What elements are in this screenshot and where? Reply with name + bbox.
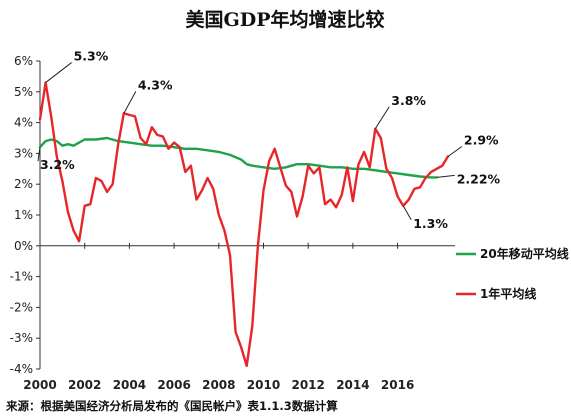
annotation-label: 1.3% xyxy=(413,216,448,231)
legend: 20年移动平均线 1年平均线 xyxy=(456,246,569,301)
y-tick-label: 2% xyxy=(14,177,33,191)
annotation-layer: 5.3% 4.3% 3.2% 3.8% 2.9% 2.22% 1.3% xyxy=(37,49,501,231)
x-tick-label: 2000 xyxy=(23,378,56,392)
series-line-moving-average-20y xyxy=(38,136,438,179)
annotation-label: 5.3% xyxy=(74,49,109,64)
y-tick-label: -2% xyxy=(10,300,33,314)
annotation-leader xyxy=(436,174,455,178)
x-tick-label: 2008 xyxy=(202,378,235,392)
x-tick-label: 2004 xyxy=(113,378,146,392)
series-layer xyxy=(38,81,450,368)
y-tick-label: -3% xyxy=(10,331,33,345)
x-tick-label: 2002 xyxy=(68,378,101,392)
source-note: 来源：根据美国经济分析局发布的《国民帐户》表1.1.3数据计算 xyxy=(5,399,338,413)
y-tick-label: 4% xyxy=(14,116,33,130)
x-tick-label: 2012 xyxy=(291,378,324,392)
annotation-label: 4.3% xyxy=(138,77,173,92)
legend-label: 1年平均线 xyxy=(480,286,536,301)
legend-label: 20年移动平均线 xyxy=(480,246,569,261)
y-tick-label: 1% xyxy=(14,208,33,222)
axes: 6% 5% 4% 3% 2% 1% 0% -1% -2% -3% -4% 2000 2002 2004 20… xyxy=(10,54,455,392)
x-tick-label: 2014 xyxy=(336,378,369,392)
y-tick-label: -1% xyxy=(10,270,33,284)
annotation-leader xyxy=(374,106,390,130)
annotation-leader xyxy=(37,147,41,162)
annotation-label: 3.2% xyxy=(40,157,75,172)
annotation-leader xyxy=(45,62,72,83)
y-tick-label: 5% xyxy=(14,85,33,99)
x-tick-label: 2010 xyxy=(247,378,280,392)
annotation-label: 2.9% xyxy=(464,132,499,147)
annotation-leader xyxy=(402,205,412,221)
y-tick-label: 6% xyxy=(14,54,33,68)
x-tick-label: 2016 xyxy=(381,378,414,392)
annotation-leader xyxy=(123,91,137,114)
y-tick-label: 0% xyxy=(14,239,33,253)
series-line-annual-average-1y xyxy=(38,81,450,368)
y-tick-label: 3% xyxy=(14,146,33,160)
annotation-label: 2.22% xyxy=(457,171,501,186)
x-tick-label: 2006 xyxy=(157,378,190,392)
annotation-label: 3.8% xyxy=(391,93,426,108)
annotation-leader xyxy=(447,146,463,157)
chart-title: 美国GDP年均增速比较 xyxy=(186,8,385,31)
y-tick-label: -4% xyxy=(10,362,33,376)
